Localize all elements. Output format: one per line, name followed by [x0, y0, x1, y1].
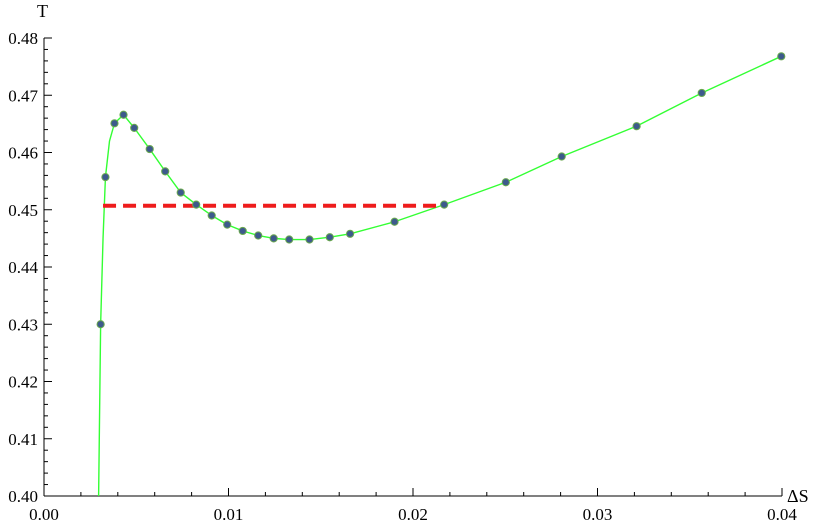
y-tick-label: 0.43	[8, 315, 38, 334]
data-point	[269, 234, 278, 243]
data-point	[119, 110, 128, 119]
data-point	[305, 235, 314, 244]
x-tick-label: 0.00	[29, 505, 59, 524]
data-point	[145, 144, 154, 154]
x-tick-label: 0.04	[767, 505, 797, 524]
y-tick-label: 0.40	[8, 487, 38, 506]
data-point	[238, 226, 247, 236]
data-point	[254, 231, 263, 240]
data-point	[130, 123, 139, 132]
y-tick-label: 0.44	[8, 258, 38, 277]
fit-curve	[97, 55, 782, 497]
data-point	[223, 220, 232, 229]
data-point	[176, 188, 185, 197]
data-point	[207, 211, 216, 220]
x-ticks: 0.00 0.01 0.02 0.03 0.04	[29, 488, 797, 524]
data-point	[390, 217, 399, 226]
y-axis-title: T	[37, 1, 48, 21]
axes: 0.00 0.01 0.02 0.03 0.04 0.400.410.420.430.4…	[8, 29, 797, 524]
data-point	[161, 167, 170, 176]
y-tick-label: 0.45	[8, 201, 38, 220]
data-point	[632, 122, 641, 131]
x-tick-label: 0.02	[398, 505, 428, 524]
y-tick-label: 0.47	[8, 86, 38, 105]
y-tick-label: 0.46	[8, 144, 38, 163]
x-axis-title: ΔS	[787, 486, 809, 506]
x-tick-label: 0.01	[214, 505, 244, 524]
data-point	[96, 320, 105, 329]
data-point	[285, 235, 294, 244]
data-point	[501, 178, 510, 187]
data-point	[101, 173, 110, 182]
y-tick-label: 0.41	[8, 430, 38, 449]
y-tick-label: 0.48	[8, 29, 38, 48]
plot-area	[96, 52, 786, 497]
data-point	[345, 229, 355, 238]
y-ticks: 0.40 0.41 0.42 0.43 0.44 0.45 0.46 0.47 0.48	[8, 29, 52, 506]
data-point	[697, 88, 706, 98]
x-tick-label: 0.03	[583, 505, 613, 524]
data-point	[325, 233, 334, 242]
data-point	[192, 200, 201, 209]
data-point	[440, 200, 449, 209]
data-point	[557, 152, 566, 161]
data-point	[777, 52, 786, 61]
y-tick-label: 0.42	[8, 373, 38, 392]
data-point	[110, 119, 119, 128]
